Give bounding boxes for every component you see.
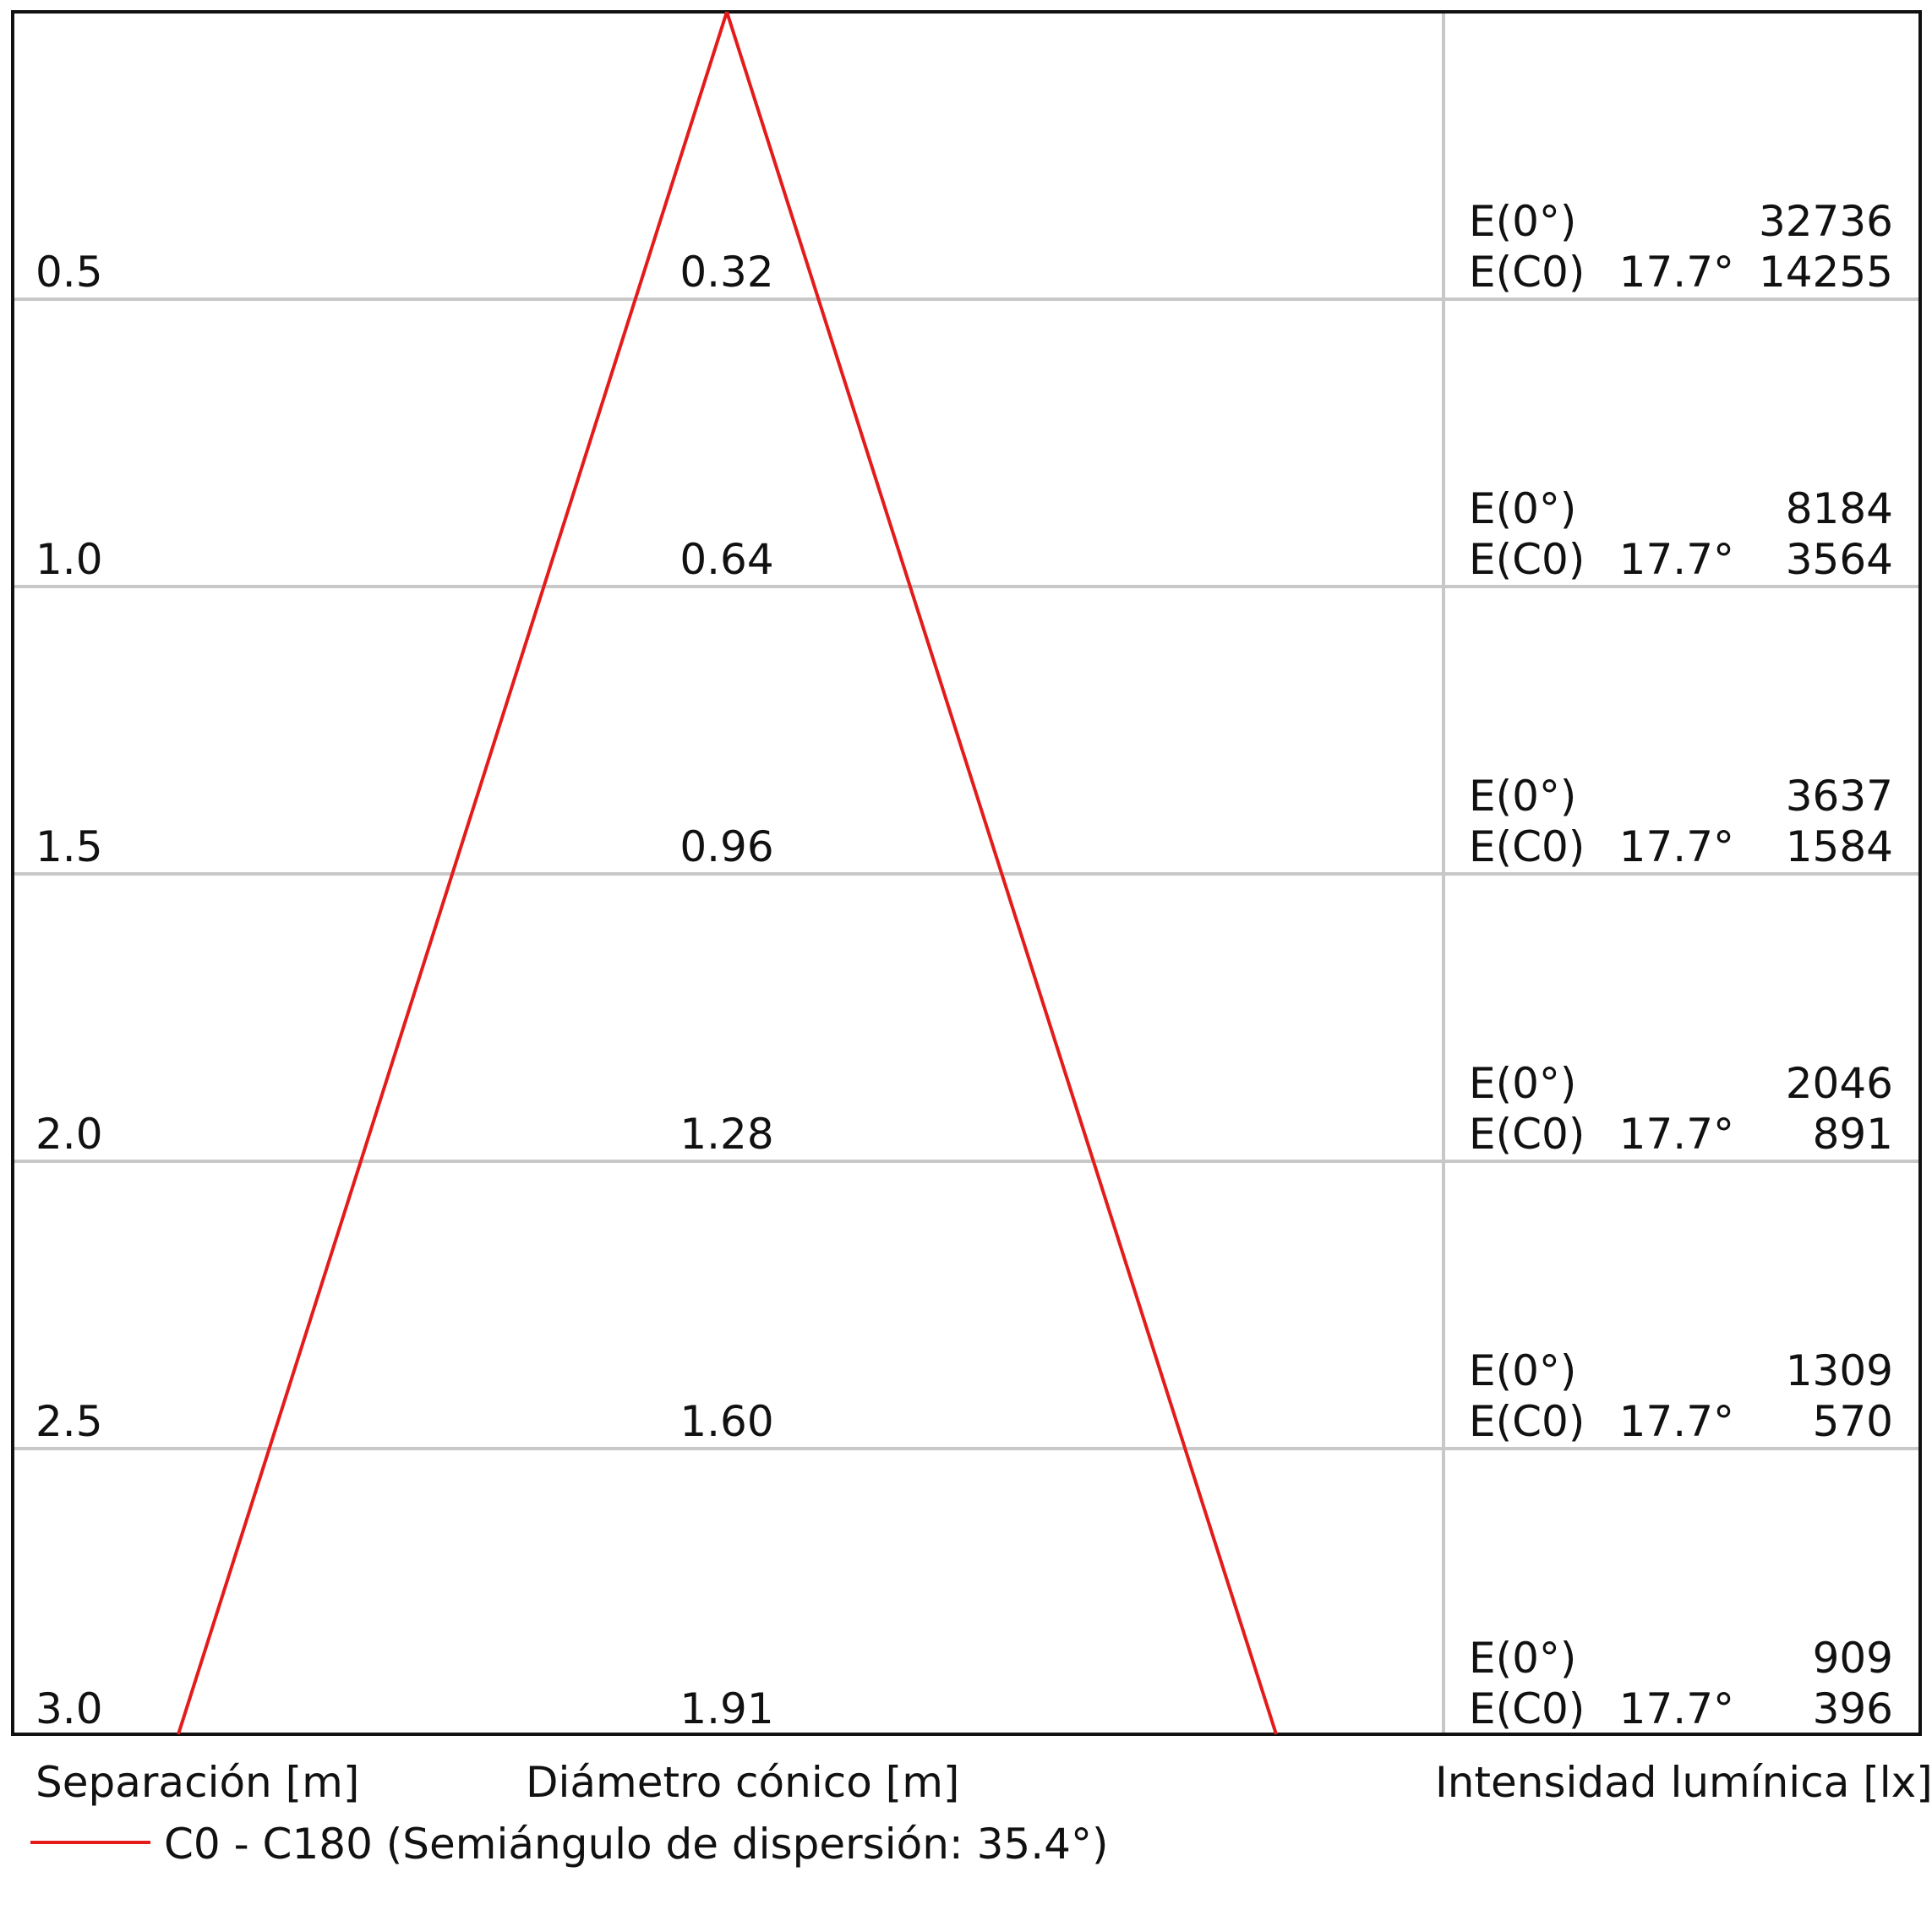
e0-value: 1309 [1786, 1346, 1893, 1395]
ec0-angle: 17.7° [1619, 535, 1734, 584]
ec0-angle: 17.7° [1619, 1397, 1734, 1446]
row-separators [13, 297, 1920, 1450]
separacion-axis-label: Separación [m] [35, 1758, 359, 1807]
e0-label: E(0°) [1469, 1634, 1576, 1683]
rows-layer: 0.5 0.32 E(0°) 32736 E(C0) 17.7° 14255 1.0 0.64 E… [35, 197, 1893, 1733]
diagram-frame [11, 10, 1922, 1736]
table-row: 1.5 0.96 E(0°) 3637 E(C0) 17.7° 1584 [35, 772, 1893, 871]
diametro-value: 0.96 [679, 822, 773, 871]
ec0-angle: 17.7° [1619, 1684, 1734, 1733]
ec0-value: 14255 [1759, 248, 1893, 297]
diametro-value: 1.91 [679, 1684, 773, 1733]
ec0-value: 570 [1813, 1397, 1893, 1446]
legend-text: C0 - C180 (Semiángulo de dispersión: 35.… [164, 1820, 1108, 1869]
separacion-value: 3.0 [35, 1684, 103, 1733]
table-row: 2.0 1.28 E(0°) 2046 E(C0) 17.7° 891 [35, 1059, 1893, 1159]
e0-label: E(0°) [1469, 197, 1576, 246]
separacion-value: 1.0 [35, 535, 103, 584]
intensidad-axis-label: Intensidad lumínica [lx] [1435, 1758, 1932, 1807]
diametro-value: 1.60 [679, 1397, 773, 1446]
table-row: 3.0 1.91 E(0°) 909 E(C0) 17.7° 396 [35, 1634, 1893, 1733]
diametro-value: 1.28 [679, 1110, 773, 1159]
table-row: 2.5 1.60 E(0°) 1309 E(C0) 17.7° 570 [35, 1346, 1893, 1446]
separacion-value: 1.5 [35, 822, 103, 871]
diametro-value: 0.32 [679, 248, 773, 297]
ec0-label: E(C0) [1469, 248, 1585, 297]
ec0-label: E(C0) [1469, 1397, 1585, 1446]
e0-label: E(0°) [1469, 484, 1576, 533]
ec0-label: E(C0) [1469, 1684, 1585, 1733]
diametro-value: 0.64 [679, 535, 773, 584]
e0-label: E(0°) [1469, 1059, 1576, 1108]
table-row: 1.0 0.64 E(0°) 8184 E(C0) 17.7° 3564 [35, 484, 1893, 584]
ec0-angle: 17.7° [1619, 1110, 1734, 1159]
ec0-value: 1584 [1786, 822, 1893, 871]
ec0-label: E(C0) [1469, 1110, 1585, 1159]
e0-value: 909 [1813, 1634, 1893, 1683]
e0-value: 8184 [1786, 484, 1893, 533]
ec0-value: 3564 [1786, 535, 1893, 584]
separacion-value: 2.0 [35, 1110, 103, 1159]
diametro-axis-label: Diámetro cónico [m] [526, 1758, 959, 1807]
e0-value: 3637 [1786, 772, 1893, 821]
separacion-value: 0.5 [35, 248, 103, 297]
e0-label: E(0°) [1469, 772, 1576, 821]
ec0-label: E(C0) [1469, 822, 1585, 871]
e0-value: 32736 [1759, 197, 1893, 246]
ec0-value: 891 [1813, 1110, 1893, 1159]
table-row: 0.5 0.32 E(0°) 32736 E(C0) 17.7° 14255 [35, 197, 1893, 297]
beam-cone-line [177, 11, 729, 1735]
ec0-value: 396 [1813, 1684, 1893, 1733]
e0-value: 2046 [1786, 1059, 1893, 1108]
beam-cone-line-right [725, 11, 1278, 1735]
separacion-value: 2.5 [35, 1397, 103, 1446]
ec0-label: E(C0) [1469, 535, 1585, 584]
e0-label: E(0°) [1469, 1346, 1576, 1395]
ec0-angle: 17.7° [1619, 822, 1734, 871]
ec0-angle: 17.7° [1619, 248, 1734, 297]
